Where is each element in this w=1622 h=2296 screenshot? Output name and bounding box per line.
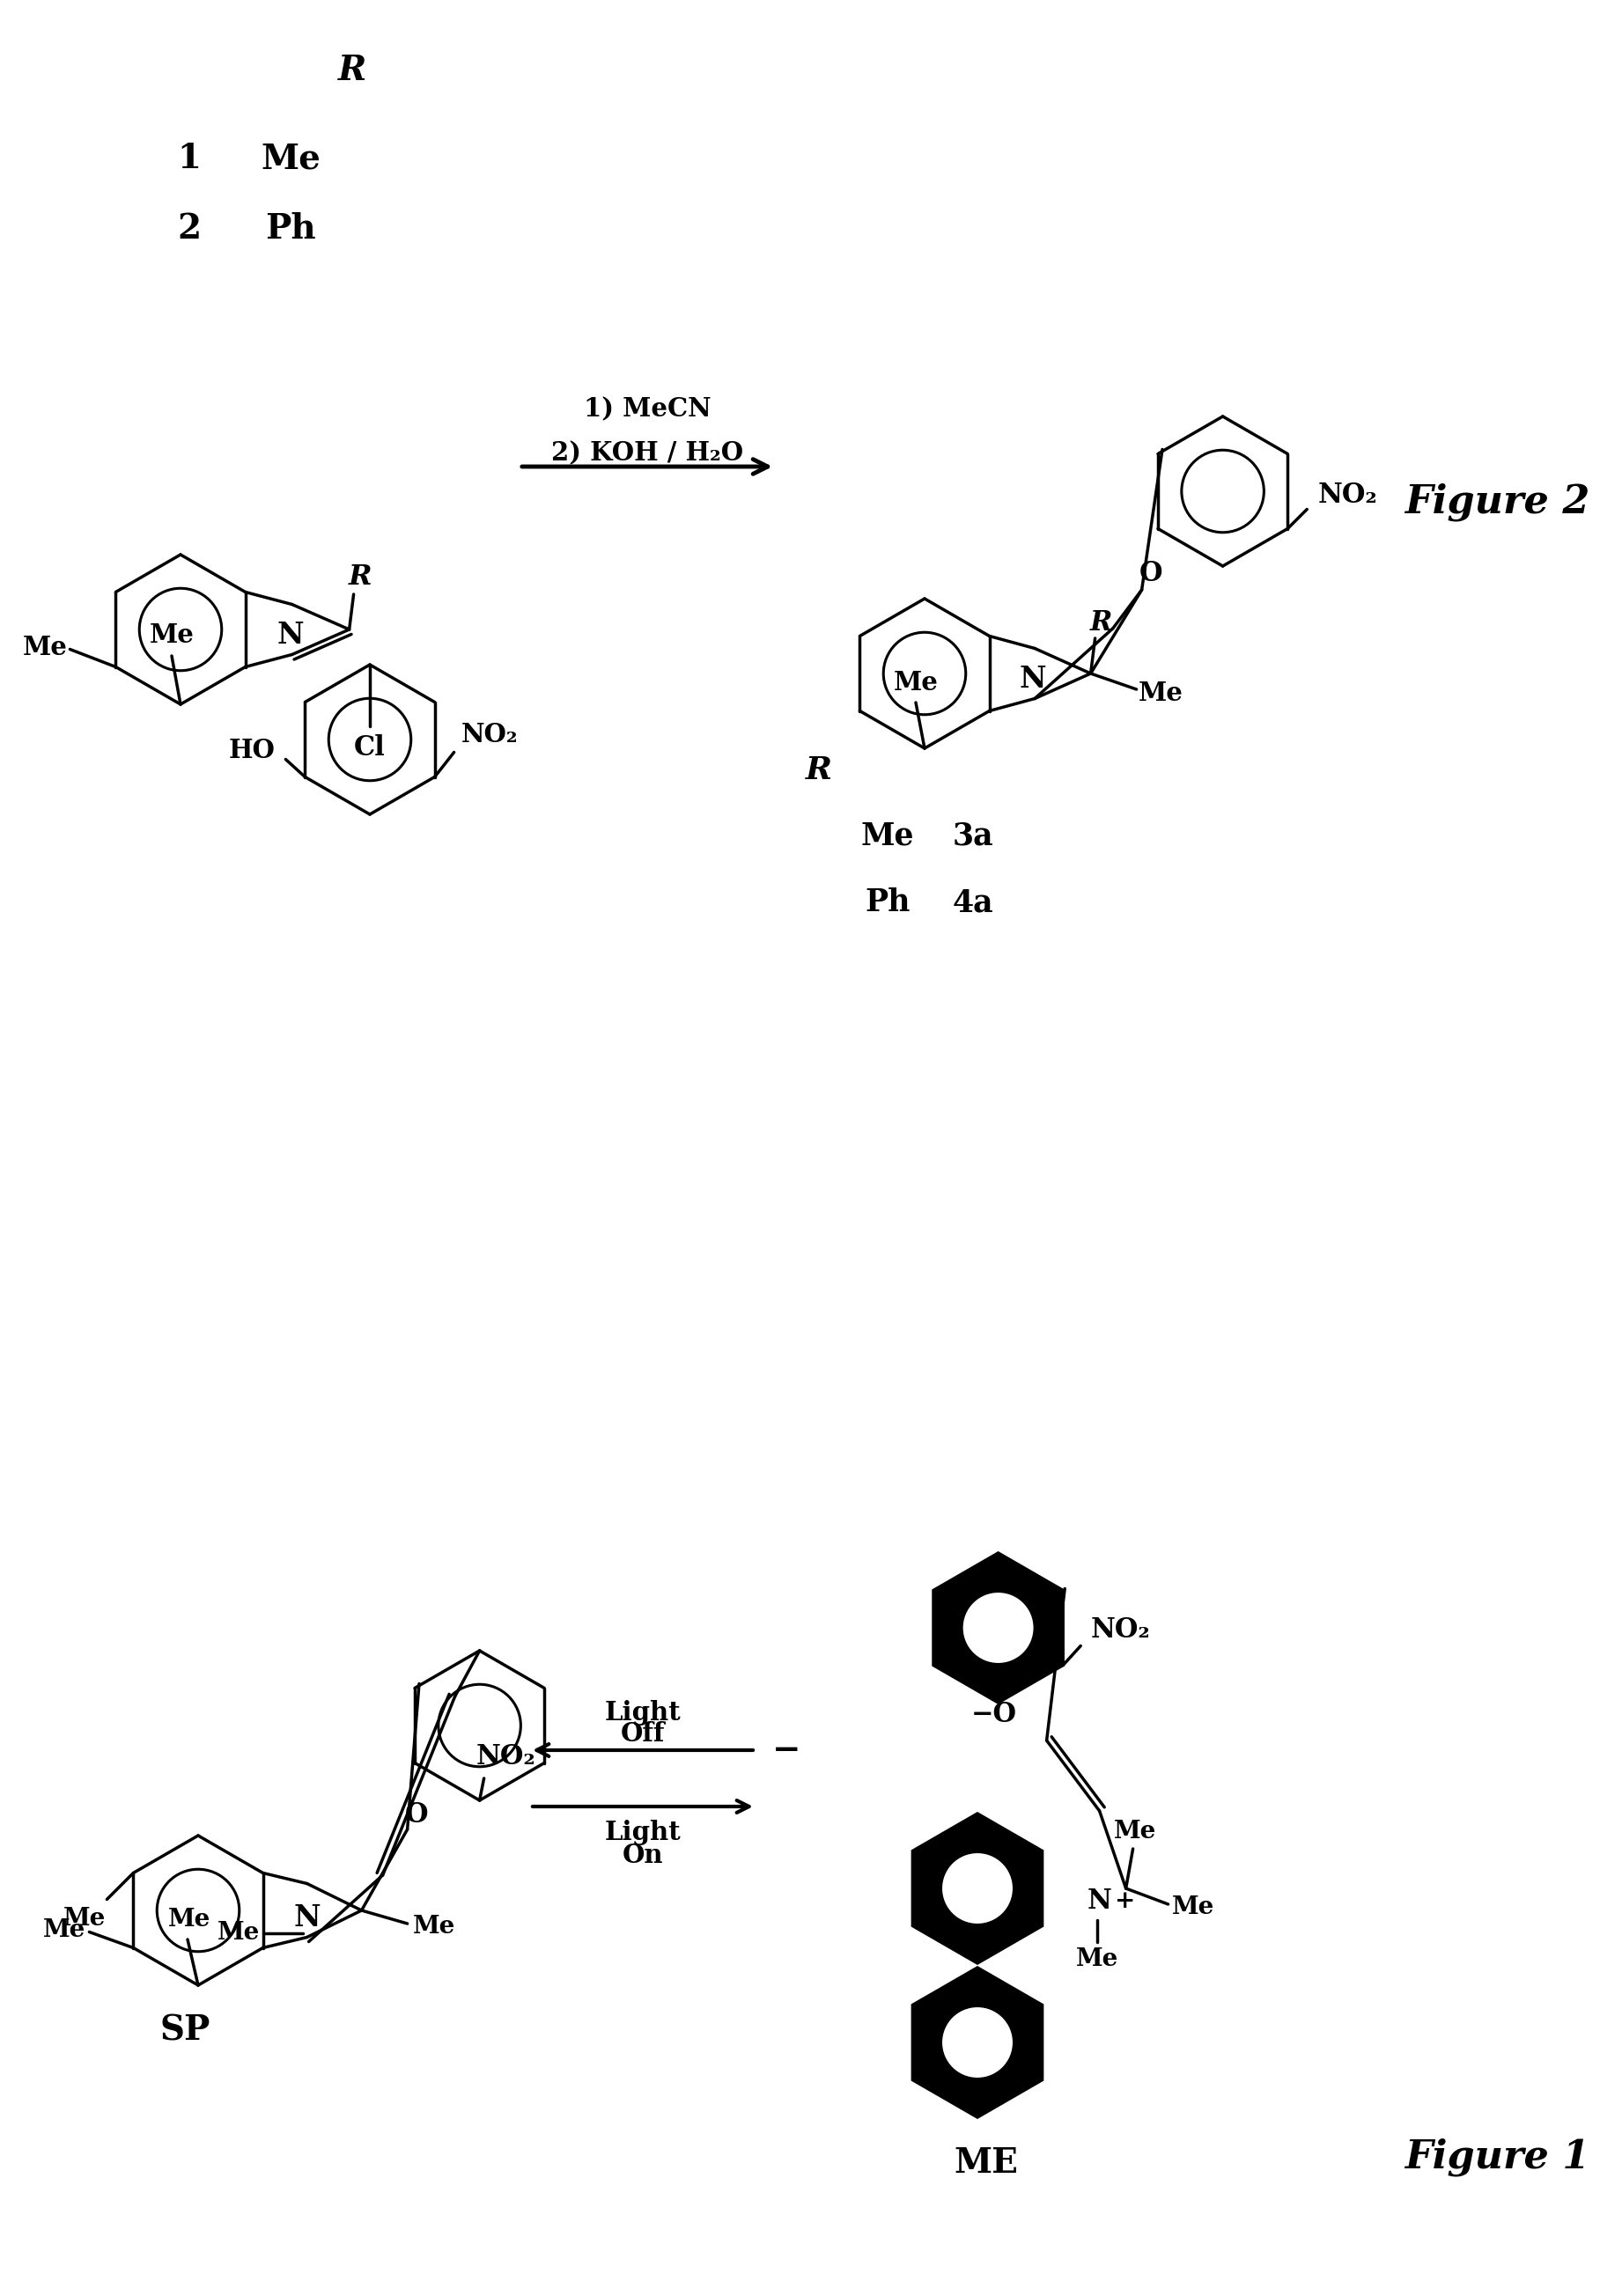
- Text: R: R: [337, 53, 367, 87]
- Text: 2) KOH / H₂O: 2) KOH / H₂O: [551, 441, 743, 466]
- Text: Ph: Ph: [865, 889, 910, 918]
- Text: R: R: [806, 755, 832, 785]
- Text: Me: Me: [861, 822, 915, 852]
- Text: Me: Me: [894, 670, 938, 696]
- Text: 4a: 4a: [952, 889, 994, 918]
- Text: +: +: [1116, 1890, 1135, 1913]
- Text: SP: SP: [159, 2014, 211, 2048]
- Text: Me: Me: [169, 1908, 211, 1931]
- Text: Me: Me: [63, 1908, 105, 1931]
- Text: −: −: [772, 1733, 801, 1768]
- Polygon shape: [913, 1968, 1043, 2117]
- Text: Me: Me: [1139, 680, 1184, 705]
- Text: Me: Me: [1113, 1818, 1156, 1844]
- Text: O: O: [404, 1802, 428, 1830]
- Text: Ph: Ph: [266, 211, 316, 246]
- Text: N: N: [1087, 1887, 1111, 1915]
- Text: Light: Light: [605, 1821, 681, 1846]
- Text: NO₂: NO₂: [1090, 1616, 1150, 1644]
- Text: Me: Me: [412, 1915, 456, 1938]
- Text: N: N: [277, 620, 303, 650]
- Text: NO₂: NO₂: [461, 721, 517, 748]
- Text: Me: Me: [217, 1922, 260, 1945]
- Text: 1) MeCN: 1) MeCN: [584, 397, 710, 422]
- Text: Me: Me: [23, 634, 68, 661]
- Text: Me: Me: [1075, 1947, 1119, 1972]
- Text: R: R: [349, 563, 371, 590]
- Text: NO₂: NO₂: [1317, 482, 1377, 510]
- Text: ME: ME: [954, 2147, 1019, 2179]
- Text: Me: Me: [261, 142, 321, 174]
- Text: Light: Light: [605, 1699, 681, 1724]
- Circle shape: [942, 2007, 1012, 2078]
- Text: Figure 1: Figure 1: [1405, 2138, 1590, 2177]
- Text: Me: Me: [44, 1919, 86, 1942]
- Text: HO: HO: [229, 737, 276, 762]
- Polygon shape: [913, 1814, 1043, 1963]
- Text: Off: Off: [621, 1722, 665, 1747]
- Text: −O: −O: [972, 1701, 1017, 1727]
- Text: N: N: [1020, 664, 1046, 693]
- Text: 2: 2: [177, 211, 201, 246]
- Text: 3a: 3a: [952, 822, 994, 852]
- Text: NO₂: NO₂: [477, 1743, 535, 1770]
- Text: N: N: [294, 1903, 321, 1933]
- Text: On: On: [623, 1841, 663, 1867]
- Text: Me: Me: [149, 622, 195, 647]
- Text: O: O: [1139, 560, 1163, 588]
- Text: Cl: Cl: [354, 735, 386, 762]
- Text: R: R: [1090, 608, 1113, 636]
- Text: Me: Me: [1171, 1896, 1215, 1919]
- Circle shape: [963, 1593, 1033, 1662]
- Polygon shape: [933, 1552, 1062, 1704]
- Circle shape: [942, 1853, 1012, 1924]
- Text: 1: 1: [177, 142, 201, 174]
- Text: Figure 2: Figure 2: [1405, 482, 1590, 521]
